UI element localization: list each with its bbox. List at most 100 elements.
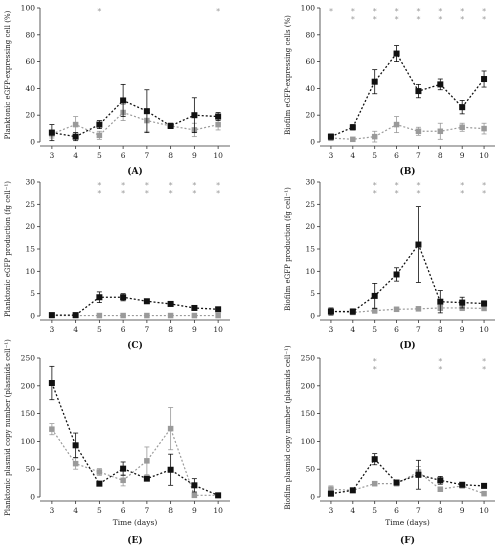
- x-tick-label: 8: [168, 325, 173, 334]
- y-tick-label: 0: [30, 138, 35, 147]
- x-tick-label: 7: [144, 506, 149, 515]
- significance-star: *: [97, 189, 101, 198]
- data-point-black: [167, 300, 174, 307]
- significance-star: *: [416, 15, 420, 24]
- data-point-black: [459, 299, 466, 306]
- data-point-gray: [415, 306, 422, 312]
- y-tick-label: 20: [25, 222, 35, 231]
- series-line-gray: [330, 123, 485, 140]
- data-point-black: [437, 298, 444, 305]
- data-point-black: [349, 487, 356, 494]
- y-tick-label: 80: [305, 30, 315, 39]
- data-point-black: [96, 480, 103, 487]
- y-tick-label: 0: [310, 493, 315, 502]
- x-tick-label: 5: [372, 151, 377, 160]
- significance-star: *: [395, 189, 399, 198]
- significance-star: *: [216, 181, 220, 190]
- data-point-gray: [144, 458, 150, 464]
- panel-E: 0 50 100 150 200 250 3 4 5 6 7 8 9 10 Planktonic plasm…: [4, 339, 230, 546]
- y-tick-label: 20: [305, 222, 315, 231]
- x-tick-label: 6: [121, 506, 126, 515]
- x-tick-label: 5: [372, 325, 377, 334]
- y-tick-label: 150: [301, 409, 316, 418]
- data-point-black: [120, 465, 127, 472]
- data-point-black: [437, 477, 444, 484]
- data-point-black: [481, 482, 488, 489]
- data-point-black: [96, 121, 103, 128]
- y-tick-label: 5: [310, 289, 315, 298]
- significance-star: *: [121, 181, 125, 190]
- significance-star: *: [460, 7, 464, 16]
- y-tick-label: 30: [25, 178, 35, 187]
- data-point-gray: [371, 133, 378, 140]
- significance-star: *: [438, 7, 442, 16]
- data-point-black: [48, 380, 55, 387]
- y-axis-label: Planktonic eGFP production (fg cell⁻¹): [4, 181, 12, 317]
- data-point-black: [143, 475, 150, 482]
- data-point-gray: [350, 136, 356, 143]
- y-axis-label: Biofilm eGFP-expressing cells (%): [284, 15, 292, 135]
- data-point-black: [371, 292, 378, 299]
- series-line-black: [330, 243, 485, 313]
- data-point-black: [371, 456, 378, 463]
- panel-D: 0 5 10 15 20 25 30 3 4 5 6 7 8 9 10 Biofilm eGFP produc…: [284, 178, 495, 351]
- data-point-black: [120, 97, 127, 104]
- panel-label: (B): [399, 166, 415, 177]
- significance-star: *: [373, 189, 377, 198]
- significance-star: *: [97, 181, 101, 190]
- data-point-gray: [49, 426, 55, 432]
- y-tick-label: 25: [25, 200, 35, 209]
- panel-label: (F): [400, 535, 415, 546]
- x-tick-label: 5: [372, 506, 377, 515]
- x-tick-label: 3: [329, 151, 334, 160]
- x-tick-label: 4: [350, 325, 355, 334]
- y-tick-label: 25: [305, 200, 315, 209]
- data-point-black: [167, 466, 174, 473]
- series-line-gray: [330, 471, 485, 495]
- data-point-gray: [371, 480, 378, 487]
- x-tick-label: 6: [121, 151, 126, 160]
- data-point-gray: [328, 486, 334, 492]
- data-point-black: [459, 481, 466, 488]
- data-point-gray: [191, 312, 198, 319]
- x-tick-label: 8: [168, 151, 173, 160]
- data-point-gray: [72, 460, 79, 467]
- y-tick-label: 60: [25, 57, 35, 66]
- y-tick-label: 100: [21, 4, 36, 13]
- series-line-gray: [330, 307, 485, 314]
- significance-star: *: [373, 15, 377, 24]
- significance-star: *: [416, 189, 420, 198]
- x-axis-label: Time (days): [113, 518, 158, 527]
- y-tick-label: 50: [305, 465, 315, 474]
- y-tick-label: 150: [21, 409, 36, 418]
- data-point-black: [327, 490, 334, 497]
- data-point-black: [481, 76, 488, 83]
- data-point-black: [459, 104, 466, 111]
- y-tick-label: 40: [25, 84, 35, 93]
- x-tick-label: 8: [438, 325, 443, 334]
- data-point-gray: [96, 132, 103, 139]
- data-point-gray: [72, 121, 79, 128]
- x-tick-label: 7: [416, 325, 421, 334]
- significance-star: *: [482, 7, 486, 16]
- y-tick-label: 100: [21, 437, 36, 446]
- y-tick-label: 40: [305, 84, 315, 93]
- significance-star: *: [169, 189, 173, 198]
- x-tick-label: 7: [416, 506, 421, 515]
- data-point-gray: [120, 312, 126, 319]
- y-tick-label: 50: [25, 465, 35, 474]
- data-point-black: [215, 113, 222, 120]
- x-tick-label: 6: [121, 325, 126, 334]
- x-tick-label: 9: [192, 151, 197, 160]
- x-tick-label: 4: [73, 151, 78, 160]
- x-tick-label: 6: [394, 506, 399, 515]
- significance-star: *: [351, 15, 355, 24]
- data-point-gray: [96, 469, 103, 475]
- x-tick-label: 5: [97, 151, 102, 160]
- significance-star: *: [395, 181, 399, 190]
- data-point-gray: [481, 305, 487, 312]
- panel-label: (C): [127, 340, 143, 351]
- significance-star: *: [438, 15, 442, 24]
- data-point-black: [349, 124, 356, 131]
- x-tick-label: 8: [438, 151, 443, 160]
